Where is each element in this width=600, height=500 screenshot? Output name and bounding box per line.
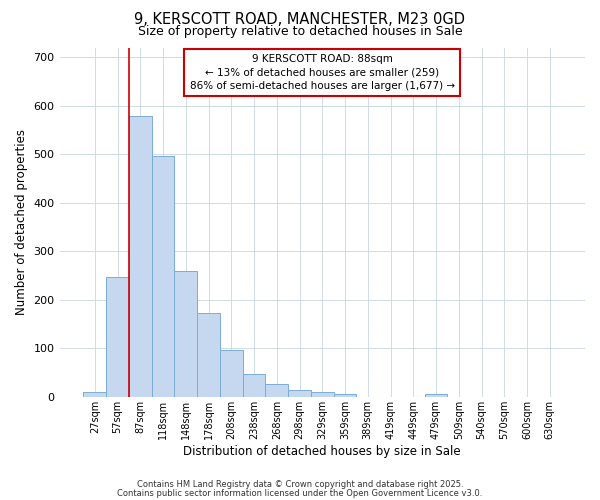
Bar bbox=[425, 394, 448, 397]
Text: Size of property relative to detached houses in Sale: Size of property relative to detached ho… bbox=[137, 25, 463, 38]
Bar bbox=[242, 374, 265, 397]
Bar bbox=[265, 384, 288, 397]
Text: 9, KERSCOTT ROAD, MANCHESTER, M23 0GD: 9, KERSCOTT ROAD, MANCHESTER, M23 0GD bbox=[134, 12, 466, 28]
Bar bbox=[106, 277, 129, 397]
Bar bbox=[288, 390, 311, 397]
Text: Contains public sector information licensed under the Open Government Licence v3: Contains public sector information licen… bbox=[118, 489, 482, 498]
Bar bbox=[129, 116, 152, 397]
Bar bbox=[152, 156, 175, 397]
Text: Contains HM Land Registry data © Crown copyright and database right 2025.: Contains HM Land Registry data © Crown c… bbox=[137, 480, 463, 489]
X-axis label: Distribution of detached houses by size in Sale: Distribution of detached houses by size … bbox=[184, 444, 461, 458]
Bar bbox=[83, 392, 106, 397]
Bar bbox=[220, 350, 242, 397]
Text: 9 KERSCOTT ROAD: 88sqm
← 13% of detached houses are smaller (259)
86% of semi-de: 9 KERSCOTT ROAD: 88sqm ← 13% of detached… bbox=[190, 54, 455, 91]
Bar bbox=[197, 314, 220, 397]
Bar bbox=[311, 392, 334, 397]
Bar bbox=[175, 270, 197, 397]
Bar bbox=[334, 394, 356, 397]
Y-axis label: Number of detached properties: Number of detached properties bbox=[15, 129, 28, 315]
